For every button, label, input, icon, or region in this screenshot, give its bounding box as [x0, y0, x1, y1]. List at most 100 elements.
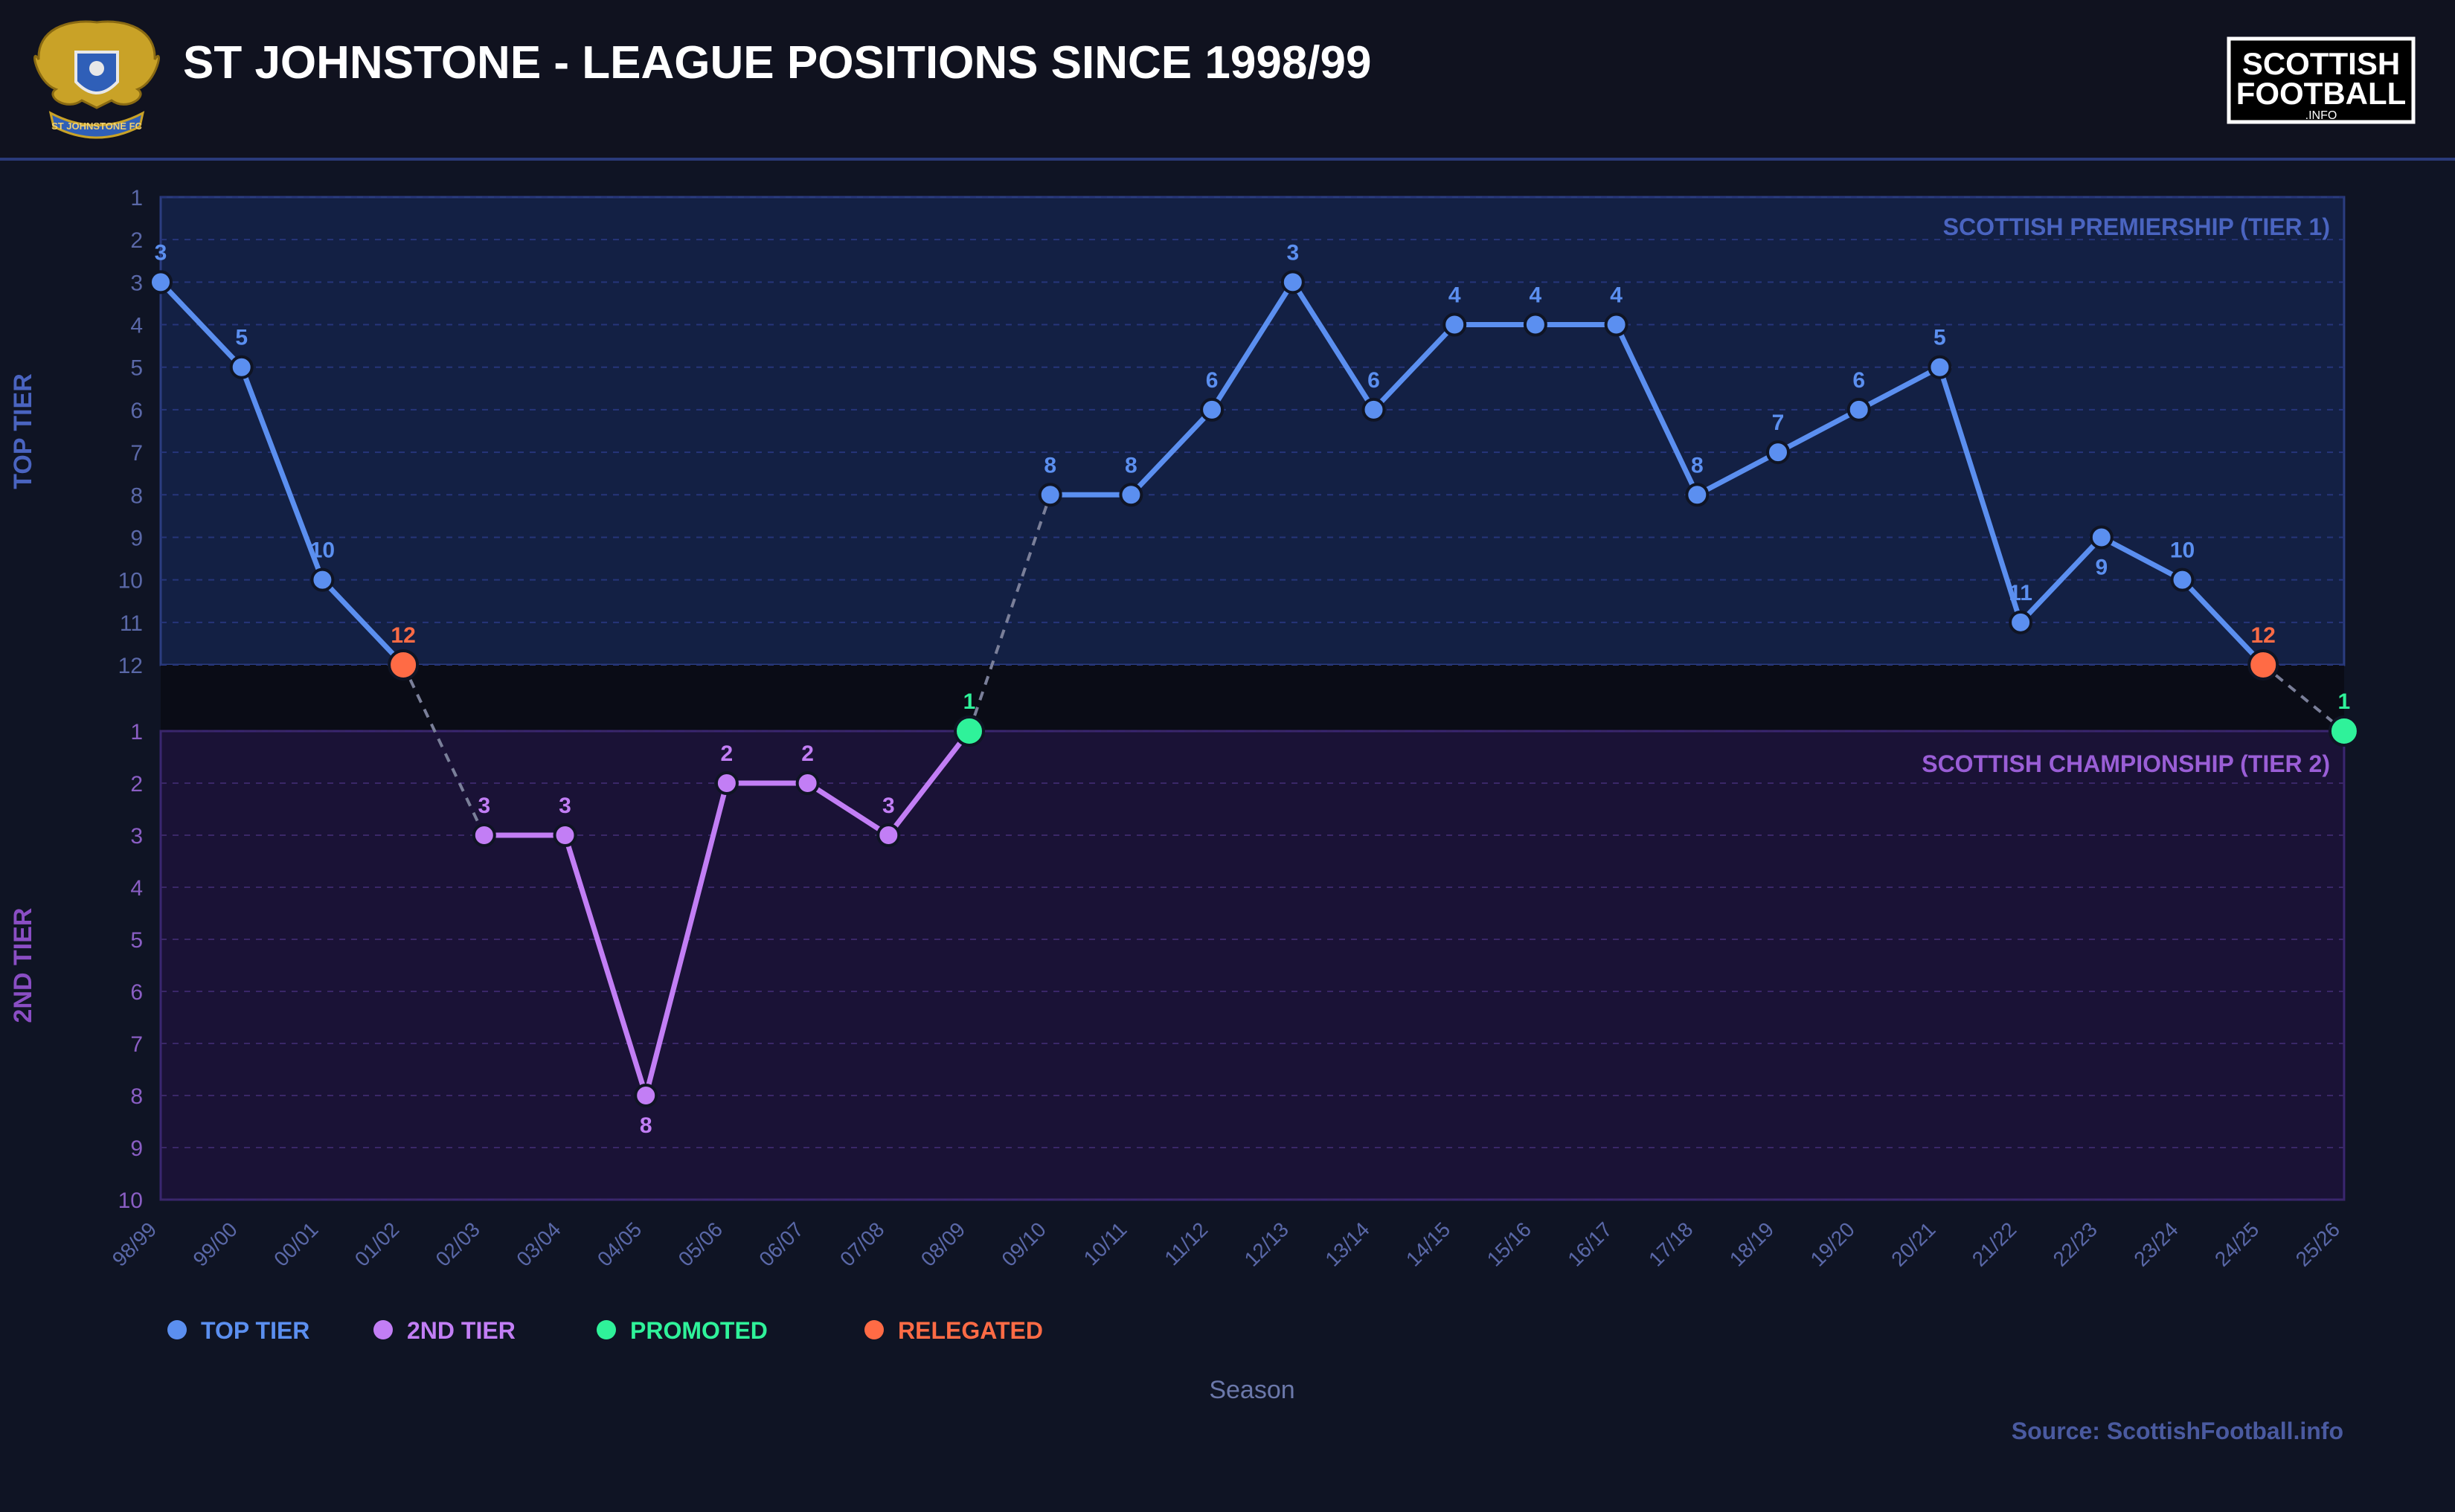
y-tick-second-7: 7: [130, 1032, 143, 1057]
point-14-15: [1442, 312, 1467, 337]
y-tick-second-9: 9: [130, 1136, 143, 1161]
point-05-06: [714, 771, 739, 795]
data-label-05-06: 2: [721, 741, 734, 766]
data-label-06-07: 2: [801, 741, 814, 766]
legend-label-second: 2ND TIER: [407, 1317, 516, 1344]
point-02-03: [472, 823, 496, 847]
legend: TOP TIER 2ND TIER PROMOTED RELEGATED: [167, 1317, 1043, 1344]
second-tier-band: [159, 730, 2346, 1201]
x-tick-98-99: 98/99: [108, 1217, 161, 1270]
x-tick-24-25: 24/25: [2210, 1217, 2263, 1270]
point-16-17: [1604, 312, 1628, 337]
point-06-07: [795, 771, 820, 795]
st-johnstone-crest-icon: ST JOHNSTONE FC: [33, 20, 160, 139]
point-10-11: [1119, 483, 1143, 507]
data-label-09-10: 8: [1044, 453, 1056, 477]
crest-text: ST JOHNSTONE FC: [51, 120, 142, 132]
x-tick-07-08: 07/08: [835, 1217, 888, 1270]
point-23-24: [2170, 567, 2195, 592]
y-tick-top-9: 9: [130, 526, 143, 550]
logo-line3: .INFO: [2305, 109, 2337, 122]
y-tick-top-6: 6: [130, 399, 143, 423]
point-25-26: [2328, 715, 2360, 747]
x-tick-21-22: 21/22: [1968, 1217, 2021, 1270]
point-09-10: [1038, 483, 1062, 507]
x-tick-18-19: 18/19: [1725, 1217, 1778, 1270]
y-tick-top-11: 11: [120, 611, 143, 636]
x-tick-05-06: 05/06: [674, 1217, 727, 1270]
legend-swatch-second: [373, 1320, 393, 1339]
legend-label-relegated: RELEGATED: [898, 1317, 1043, 1344]
x-tick-15-16: 15/16: [1483, 1217, 1535, 1270]
x-tick-03-04: 03/04: [512, 1217, 565, 1270]
point-04-05: [634, 1084, 658, 1107]
x-tick-12-13: 12/13: [1240, 1217, 1293, 1270]
y-tick-second-8: 8: [130, 1084, 143, 1109]
tier-change-connectors: [402, 494, 2346, 836]
data-label-20-21: 5: [1933, 326, 1946, 350]
x-tick-00-01: 00/01: [269, 1217, 322, 1270]
point-12-13: [1280, 270, 1305, 295]
second-tier-band-label: SCOTTISH CHAMPIONSHIP (TIER 2): [1922, 750, 2330, 777]
x-axis-label: Season: [1209, 1376, 1294, 1404]
y-tick-second-3: 3: [130, 824, 143, 849]
x-tick-labels: 98/99 99/00 00/01 01/02 02/03 03/04 04/05 05/06…: [108, 1217, 2344, 1270]
x-tick-13-14: 13/14: [1320, 1217, 1373, 1270]
data-points: [149, 270, 2360, 1107]
data-label-16-17: 4: [1610, 283, 1623, 308]
top-tier-axis-label: TOP TIER: [9, 373, 37, 489]
top-tier-band: [159, 196, 2346, 666]
x-tick-16-17: 16/17: [1563, 1217, 1616, 1270]
data-label-10-11: 8: [1125, 453, 1137, 477]
y-tick-top-7: 7: [130, 441, 143, 466]
legend-swatch-promoted: [597, 1320, 616, 1339]
data-label-23-24: 10: [2170, 538, 2195, 563]
x-tick-02-03: 02/03: [431, 1217, 484, 1270]
point-01-02: [388, 649, 420, 681]
y-tick-top-4: 4: [130, 314, 143, 338]
connector-25-26: [2262, 663, 2346, 733]
point-03-04: [553, 823, 577, 847]
x-tick-06-07: 06/07: [754, 1217, 807, 1270]
legend-swatch-relegated: [864, 1320, 884, 1339]
x-tick-19-20: 19/20: [1806, 1217, 1858, 1270]
y-tick-second-10: 10: [118, 1188, 143, 1213]
point-18-19: [1766, 440, 1790, 465]
data-label-15-16: 4: [1530, 283, 1542, 308]
x-tick-04-05: 04/05: [593, 1217, 646, 1270]
y-tick-second-4: 4: [130, 876, 143, 901]
header-background: [0, 0, 2455, 159]
y-tick-top-12: 12: [118, 654, 143, 678]
point-20-21: [1928, 355, 1952, 379]
page-title: ST JOHNSTONE - LEAGUE POSITIONS SINCE 19…: [183, 37, 1372, 89]
y-tick-top-8: 8: [130, 483, 143, 508]
legend-label-promoted: PROMOTED: [630, 1317, 768, 1344]
point-08-09: [954, 715, 985, 747]
data-label-01-02: 12: [391, 623, 415, 648]
point-11-12: [1200, 397, 1225, 422]
y-tick-second-6: 6: [130, 980, 143, 1005]
data-label-21-22: 11: [2009, 581, 2032, 605]
point-19-20: [1846, 397, 1871, 422]
point-21-22: [2009, 610, 2033, 634]
source-text: Source: ScottishFootball.info: [2012, 1418, 2343, 1444]
x-tick-01-02: 01/02: [350, 1217, 403, 1270]
data-label-12-13: 3: [1286, 240, 1299, 265]
data-label-02-03: 3: [478, 794, 490, 818]
data-label-17-18: 8: [1691, 453, 1704, 477]
data-label-18-19: 7: [1772, 411, 1785, 435]
series-line-tier-1: [1047, 279, 2266, 668]
point-22-23: [2089, 525, 2114, 550]
x-tick-25-26: 25/26: [2291, 1217, 2344, 1270]
y-tick-second-5: 5: [130, 928, 143, 953]
point-07-08: [876, 823, 901, 847]
y-tick-top-1: 1: [130, 186, 143, 210]
y-tick-second-1: 1: [130, 720, 143, 744]
point-15-16: [1523, 312, 1547, 337]
logo-line1: SCOTTISH: [2242, 46, 2400, 81]
y-tick-top-3: 3: [130, 271, 143, 295]
y-tick-top-2: 2: [130, 228, 143, 253]
